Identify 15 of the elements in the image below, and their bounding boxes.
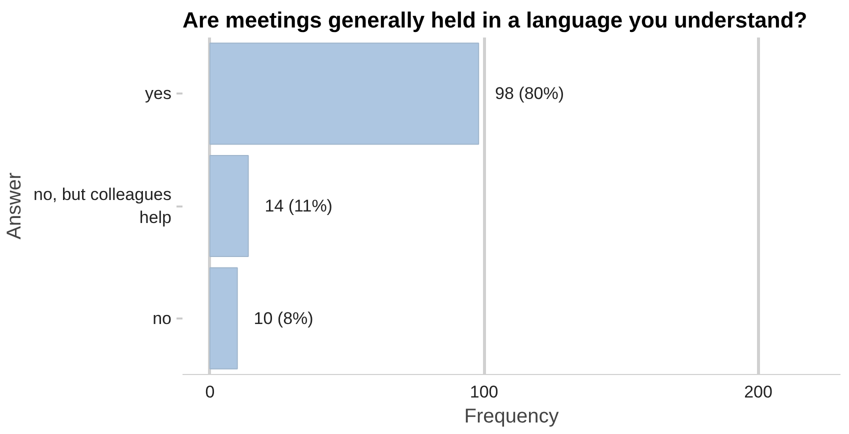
data-label: 10 (8%) — [254, 308, 314, 328]
y-tick-label: no, but colleagues help — [34, 185, 172, 227]
bar — [209, 267, 238, 370]
x-axis-title: Frequency — [464, 406, 559, 428]
x-tick-label: 100 — [470, 382, 498, 402]
bar — [209, 42, 480, 145]
x-tick-label: 0 — [205, 382, 215, 402]
bar — [209, 154, 249, 258]
y-tick-label: no — [152, 308, 172, 328]
chart-title: Are meetings generally held in a language you understand? — [182, 8, 808, 32]
y-axis-title: Answer — [4, 172, 26, 240]
data-label: 14 (11%) — [264, 196, 332, 216]
y-tick-label: yes — [145, 84, 172, 104]
x-tick-label: 200 — [744, 382, 772, 402]
data-label: 98 (80%) — [495, 84, 564, 104]
